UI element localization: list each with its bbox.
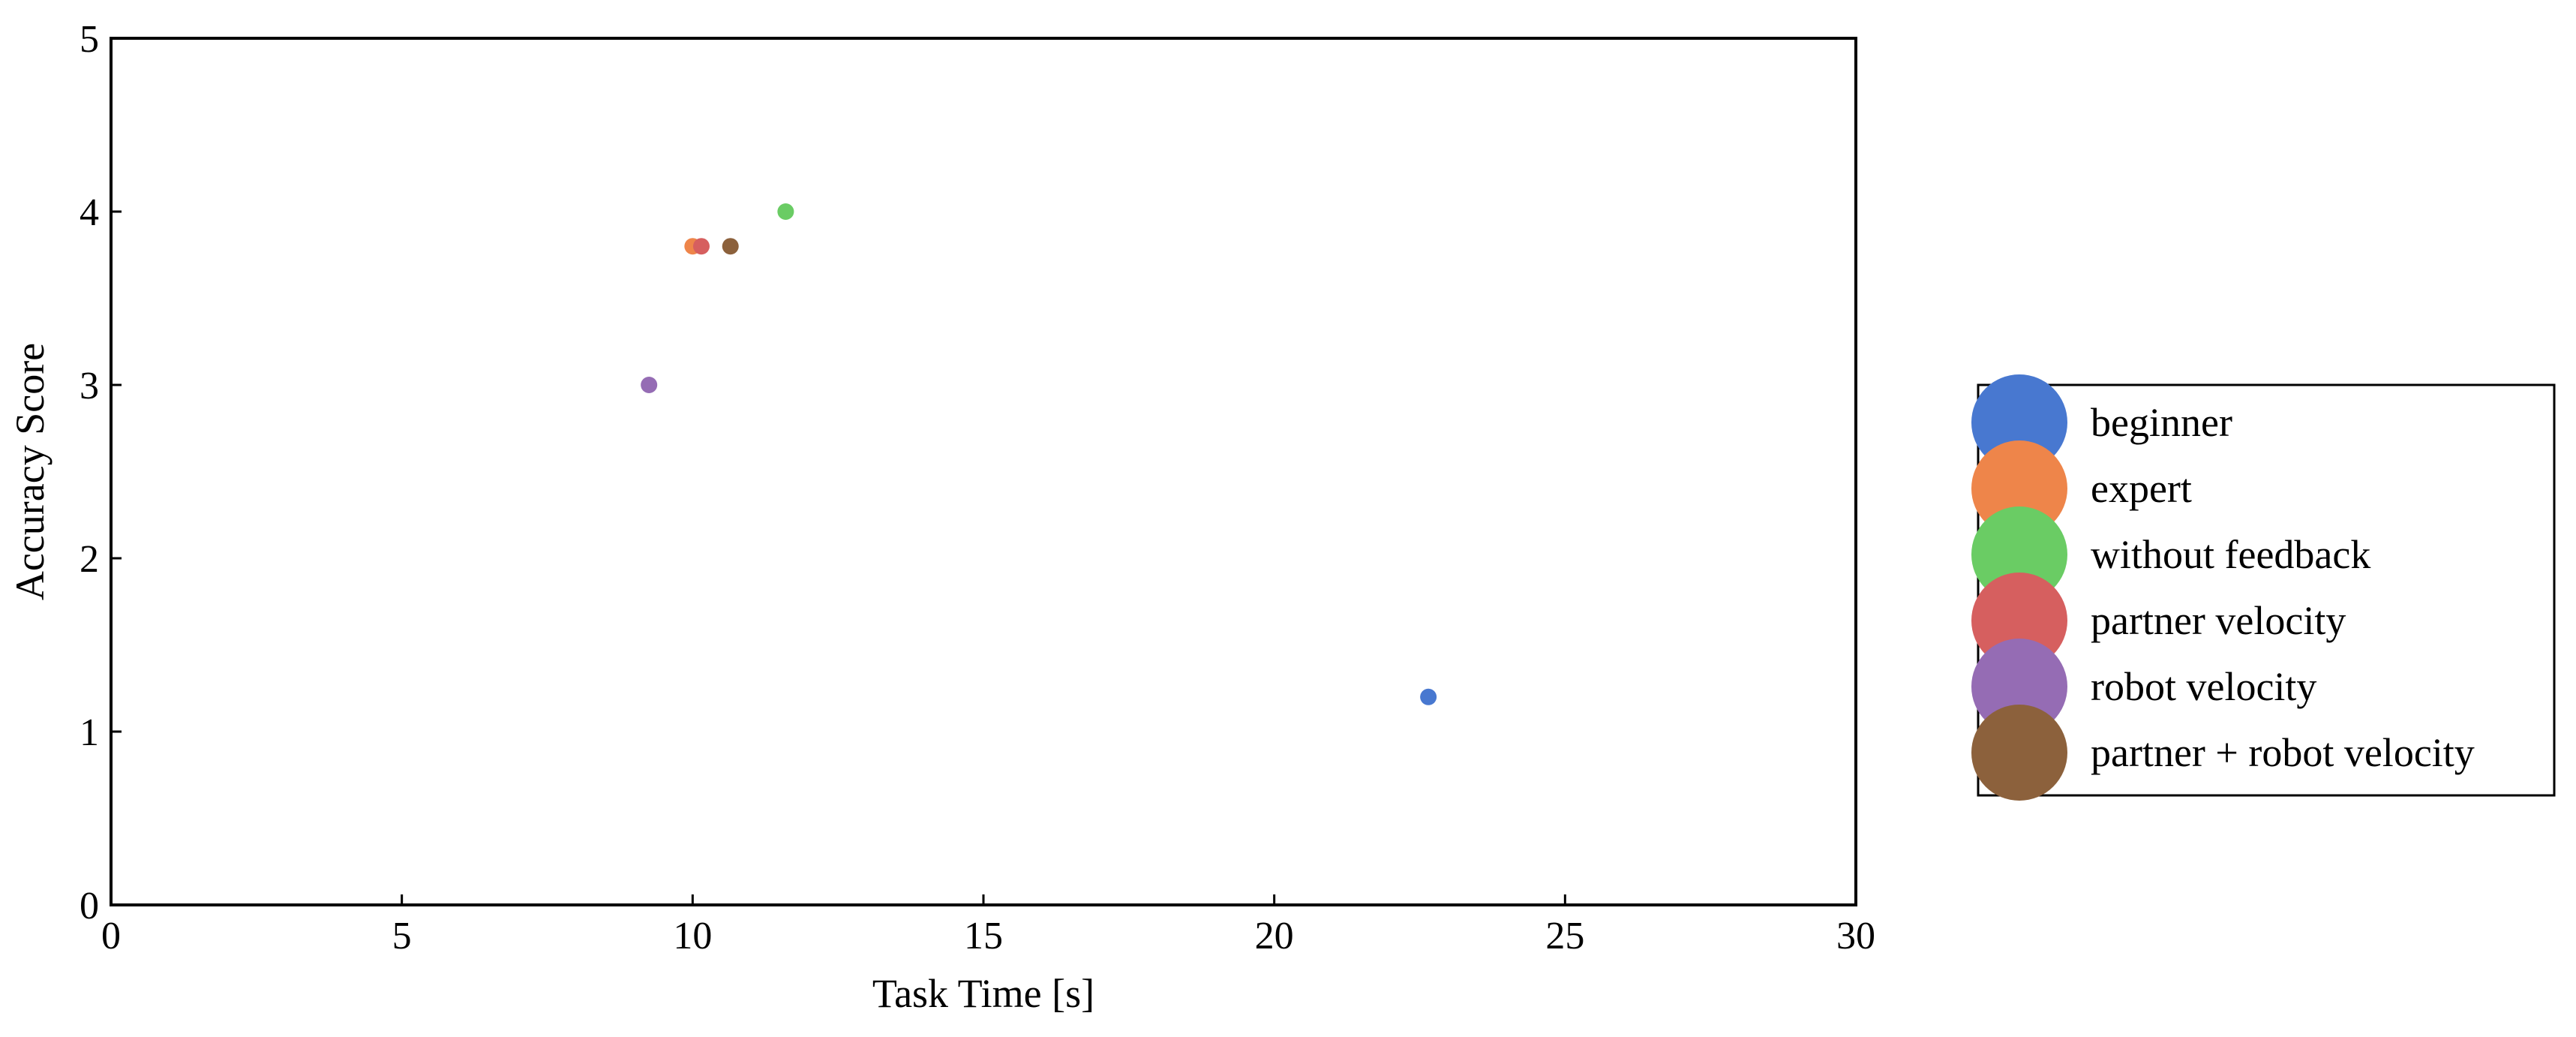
x-tick-label: 10 xyxy=(673,915,712,957)
legend-label: partner velocity xyxy=(2091,598,2346,643)
x-tick-label: 25 xyxy=(1545,915,1584,957)
point-beginner xyxy=(1420,688,1437,705)
point-partner-velocity xyxy=(692,238,710,255)
x-tick-label: 15 xyxy=(964,915,1003,957)
x-axis-label: Task Time [s] xyxy=(872,971,1094,1016)
legend-label: partner + robot velocity xyxy=(2091,730,2475,775)
y-tick-label: 1 xyxy=(80,711,99,754)
x-tick-label: 30 xyxy=(1836,915,1875,957)
y-tick-label: 3 xyxy=(80,365,99,407)
legend-label: beginner xyxy=(2091,400,2232,445)
legend-marker xyxy=(1971,374,2067,470)
legend-marker xyxy=(1971,573,2067,669)
y-tick-label: 4 xyxy=(80,191,99,234)
legend-marker xyxy=(1971,506,2067,603)
x-tick-label: 0 xyxy=(101,915,121,957)
legend-marker xyxy=(1971,705,2067,801)
legend-label: without feedback xyxy=(2091,532,2370,577)
legend-marker xyxy=(1971,440,2067,537)
y-tick-label: 0 xyxy=(80,885,99,927)
legend: beginner expert without feedback partner ve… xyxy=(1971,374,2556,801)
legend-label: expert xyxy=(2091,466,2192,511)
x-tick-label: 20 xyxy=(1255,915,1294,957)
legend-marker xyxy=(1971,639,2067,735)
y-tick-label: 5 xyxy=(80,18,99,61)
point-partner-robot-velocity xyxy=(722,238,739,255)
point-robot-velocity xyxy=(641,377,658,393)
axes-group: 0 5 10 15 20 25 30 0 1 2 3 4 5 Task Time [s] Accuracy … xyxy=(8,18,1875,1016)
y-tick-label: 2 xyxy=(80,538,99,581)
data-points xyxy=(641,203,1437,705)
y-axis-label: Accuracy Score xyxy=(8,343,53,600)
legend-frame xyxy=(1977,383,2556,797)
point-without-feedback xyxy=(777,203,794,220)
x-tick-label: 5 xyxy=(392,915,412,957)
legend-label: robot velocity xyxy=(2091,664,2316,709)
